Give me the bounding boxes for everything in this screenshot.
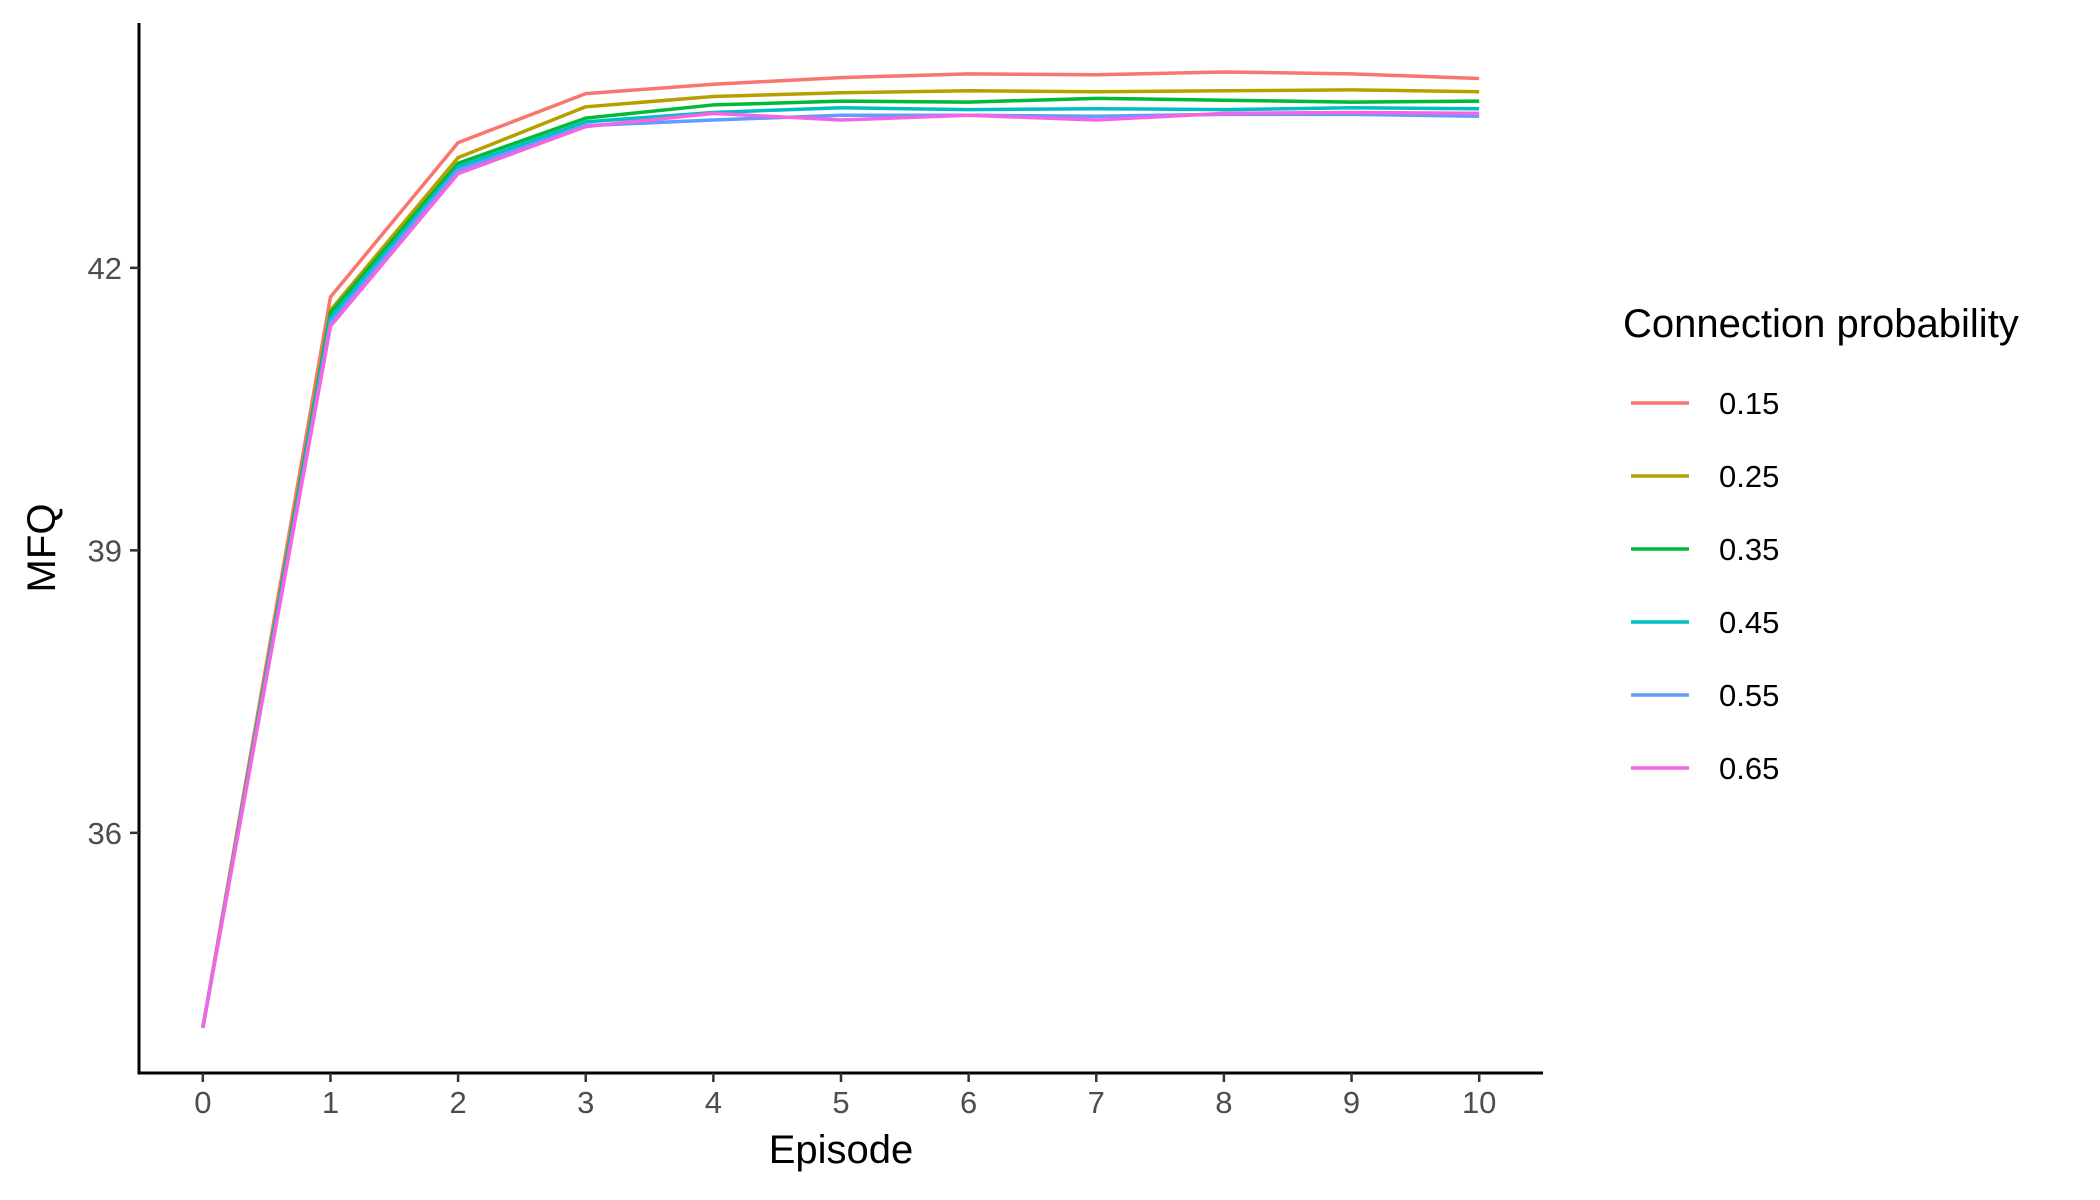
x-tick-label: 9: [1343, 1085, 1360, 1120]
legend-item: 0.15: [1631, 386, 1779, 421]
x-tick-label: 2: [449, 1085, 466, 1120]
series-line-0-25: [201, 88, 1480, 1029]
x-axis-title: Episode: [769, 1128, 914, 1172]
series-line-0-65: [201, 110, 1480, 1029]
legend-item: 0.45: [1631, 605, 1779, 640]
series-line-0-35: [201, 96, 1480, 1029]
x-tick-label: 1: [322, 1085, 339, 1120]
x-axis-ticks: 0 1 2 3 4 5 6 7 8 9 10: [194, 1073, 1496, 1120]
legend-label: 0.55: [1719, 678, 1779, 713]
x-tick-label: 10: [1462, 1085, 1496, 1120]
x-tick-label: 3: [577, 1085, 594, 1120]
legend-item: 0.65: [1631, 751, 1779, 786]
legend-item: 0.55: [1631, 678, 1779, 713]
legend-label: 0.65: [1719, 751, 1779, 786]
x-tick-label: 8: [1215, 1085, 1232, 1120]
y-axis-ticks: 36 39 42: [88, 251, 139, 851]
x-tick-label: 7: [1088, 1085, 1105, 1120]
x-tick-label: 6: [960, 1085, 977, 1120]
y-tick-label: 39: [88, 533, 122, 568]
legend-title: Connection probability: [1623, 302, 2019, 346]
series-layer: [201, 70, 1480, 1029]
legend-label: 0.45: [1719, 605, 1779, 640]
y-axis-title: MFQ: [20, 504, 64, 593]
series-line-0-45: [201, 106, 1480, 1029]
legend-item: 0.25: [1631, 459, 1779, 494]
legend-label: 0.25: [1719, 459, 1779, 494]
legend-label: 0.35: [1719, 532, 1779, 567]
series-line-0-15: [201, 70, 1480, 1029]
legend-item: 0.35: [1631, 532, 1779, 567]
y-tick-label: 42: [88, 251, 122, 286]
y-tick-label: 36: [88, 816, 122, 851]
legend: Connection probability 0.150.250.350.450…: [1623, 302, 2019, 786]
x-tick-label: 0: [194, 1085, 211, 1120]
axes-layer: [137, 23, 1543, 1075]
x-tick-label: 5: [832, 1085, 849, 1120]
legend-items: 0.15 0.25 0.35 0.45 0.55 0.65: [1631, 386, 1779, 786]
x-tick-label: 4: [705, 1085, 722, 1120]
legend-label: 0.15: [1719, 386, 1779, 421]
